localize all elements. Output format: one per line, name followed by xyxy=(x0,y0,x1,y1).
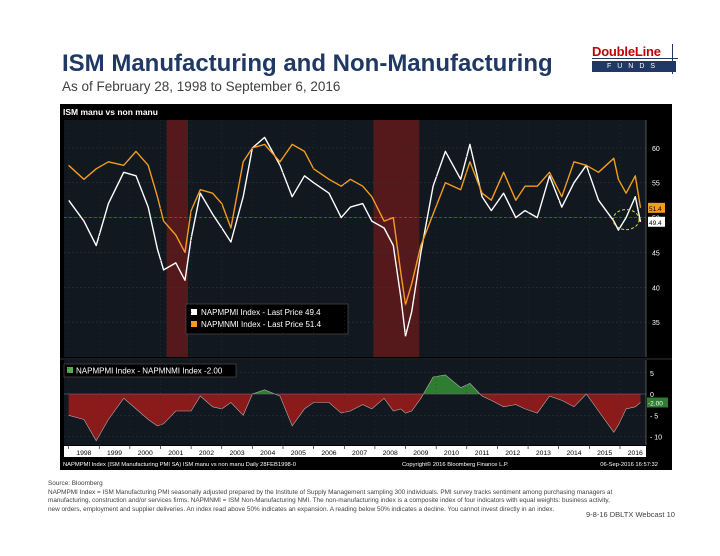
x-tick-label: 2007 xyxy=(352,450,367,457)
last-price-label: -2.00 xyxy=(648,401,663,408)
x-tick-label: 2001 xyxy=(168,450,183,457)
doubleline-logo: DoubleLine FUNDS xyxy=(592,44,678,74)
x-tick-label: 2010 xyxy=(444,450,459,457)
highlight-circle xyxy=(612,209,640,231)
x-tick-label: 2002 xyxy=(199,450,214,457)
last-price-badge xyxy=(647,397,668,408)
x-tick-label: 2008 xyxy=(383,450,398,457)
series-line-napmpmi xyxy=(68,136,642,337)
logo-sub: FUNDS xyxy=(592,61,676,72)
last-price-label: 51.4 xyxy=(649,206,662,213)
x-tick-label: 1999 xyxy=(107,450,122,457)
x-tick-label: 2000 xyxy=(138,450,153,457)
legend-label: NAPMPMI Index - Last Price 49.4 xyxy=(201,308,321,317)
last-price-badge xyxy=(648,202,665,213)
y-tick-label: 5 xyxy=(650,371,654,378)
source-notes: Source: Bloomberg NAPMPMI Index = ISM Ma… xyxy=(48,480,618,514)
y-tick-label: 55 xyxy=(652,181,660,188)
bloomberg-footer-left: NAPMPMI Index (ISM Manufacturing PMI SA)… xyxy=(63,462,296,468)
bloomberg-footer-right: 06-Sep-2016 16:57:32 xyxy=(600,462,658,468)
y-tick-label: 60 xyxy=(652,146,660,153)
bloomberg-footer-center: Copyright© 2016 Bloomberg Finance L.P. xyxy=(402,461,509,468)
source-text: NAPMPMI Index = ISM Manufacturing PMI se… xyxy=(48,488,613,513)
last-price-label: 49.4 xyxy=(649,220,662,227)
x-tick-label: 2005 xyxy=(291,450,306,457)
legend-swatch xyxy=(67,367,73,373)
legend-label: NAPMNMI Index - Last Price 51.4 xyxy=(201,320,322,329)
last-price-badge xyxy=(648,216,665,227)
y-tick-label: - 10 xyxy=(650,435,662,442)
top-plot-area xyxy=(64,120,646,357)
x-tick-label: 2016 xyxy=(628,450,643,457)
legend-swatch xyxy=(191,309,197,315)
legend-box xyxy=(63,363,237,378)
x-tick-label: 2011 xyxy=(475,450,490,457)
x-tick-label: 2015 xyxy=(597,450,612,457)
x-tick-label: 2014 xyxy=(566,450,581,457)
source-label: Source: Bloomberg xyxy=(48,480,103,487)
x-axis-band xyxy=(64,446,646,457)
chart-svg: ISM manu vs non manu 35404550556049.451.… xyxy=(60,107,672,468)
logo-brand: DoubleLine xyxy=(592,44,661,59)
top-chart-title: ISM manu vs non manu xyxy=(63,107,158,117)
legend-swatch xyxy=(191,321,197,327)
y-tick-label: 35 xyxy=(652,320,660,327)
x-tick-label: 2004 xyxy=(260,450,275,457)
y-tick-label: - 5 xyxy=(650,413,658,420)
y-tick-label: 40 xyxy=(652,285,660,292)
x-tick-label: 2012 xyxy=(505,450,520,457)
legend-label: NAPMPMI Index - NAPMNMI Index -2.00 xyxy=(76,367,223,376)
x-tick-label: 2009 xyxy=(413,450,428,457)
page-subtitle: As of February 28, 1998 to September 6, … xyxy=(62,79,341,94)
bloomberg-chart-panel: ISM manu vs non manu 35404550556049.451.… xyxy=(60,104,672,470)
page-title: ISM Manufacturing and Non-Manufacturing xyxy=(62,50,553,77)
x-tick-label: 2013 xyxy=(536,450,551,457)
x-tick-label: 2003 xyxy=(230,450,245,457)
y-tick-label: 45 xyxy=(652,250,660,257)
spread-line xyxy=(68,374,641,442)
x-tick-label: 1998 xyxy=(76,450,91,457)
page-footer: 9-8-16 DBLTX Webcast 10 xyxy=(586,510,675,519)
y-tick-label: 0 xyxy=(650,392,654,399)
series-line-napmnmi xyxy=(68,143,642,306)
legend-box xyxy=(185,303,349,335)
x-tick-label: 2006 xyxy=(321,450,336,457)
